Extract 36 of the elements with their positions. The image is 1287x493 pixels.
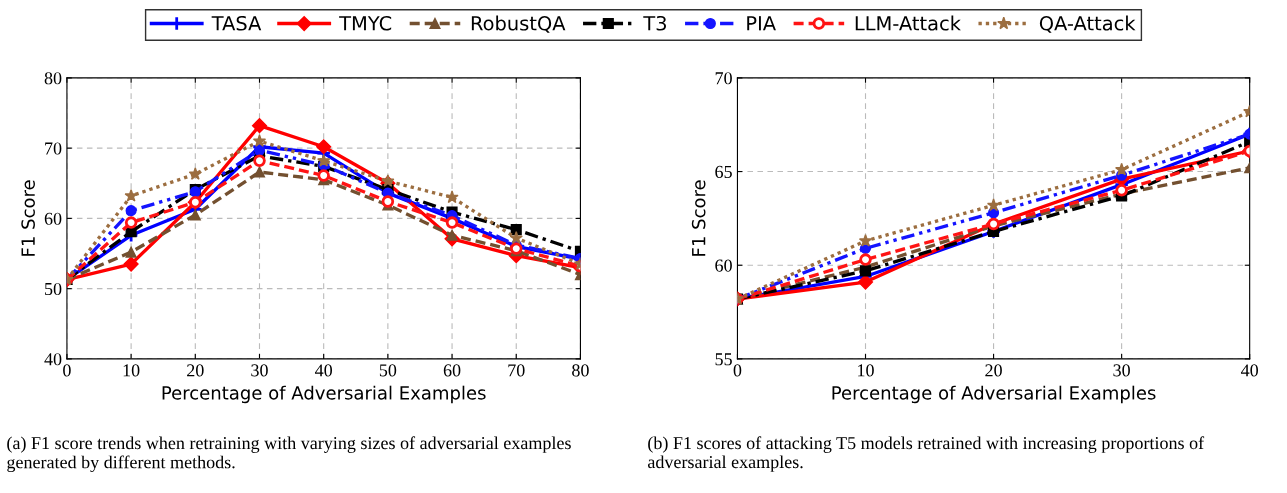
y-tick-label: 80	[44, 72, 62, 85]
y-tick-label: 70	[45, 142, 62, 155]
y-tick-label: 50	[45, 282, 62, 296]
x-tick-label: 30	[1113, 364, 1130, 377]
x-tick-label: 20	[985, 364, 1002, 377]
y-axis-title: F1 Score	[21, 180, 35, 256]
legend-label: RobustQA	[471, 15, 566, 33]
y-tick-label: 40	[44, 353, 62, 366]
legend-label: TMYC	[339, 15, 392, 31]
x-tick-label: 40	[315, 364, 333, 377]
x-tick-label: 20	[187, 364, 204, 377]
text: (b) F1 scores of attacking T5 models retrained with increasing proportions of adversarial examples.	[648, 436, 1205, 472]
x-tick-label: 30	[251, 364, 268, 377]
legend-label: QA-Attack	[1039, 15, 1136, 33]
legend-label: LLM-Attack	[855, 15, 961, 31]
legend-label: TASA	[211, 15, 262, 31]
x-axis-title: Percentage of Adversarial Examples	[162, 385, 486, 404]
y-tick-label: 70	[715, 72, 732, 85]
x-tick-label: 40	[1241, 364, 1259, 377]
y-tick-label: 60	[715, 259, 732, 272]
x-tick-label: 0	[733, 364, 742, 377]
x-tick-label: 60	[443, 364, 461, 377]
text: (a) F1 score trends when retraining with varying sizes of adversarial examples generated by different methods.	[7, 436, 571, 473]
legend-label: T3	[643, 15, 667, 31]
legend-label: PIA	[747, 16, 776, 31]
x-tick-label: 0	[63, 364, 71, 377]
x-tick-label: 70	[508, 364, 525, 377]
y-axis-title: F1 Score	[691, 180, 706, 256]
y-tick-label: 60	[44, 212, 62, 225]
x-tick-label: 50	[379, 364, 397, 377]
x-axis-title: Percentage of Adversarial Examples	[832, 385, 1156, 404]
x-tick-label: 80	[572, 364, 589, 377]
x-tick-label: 10	[123, 364, 140, 377]
x-tick-label: 10	[858, 364, 874, 377]
y-tick-label: 65	[715, 165, 732, 179]
y-tick-label: 55	[715, 353, 732, 366]
